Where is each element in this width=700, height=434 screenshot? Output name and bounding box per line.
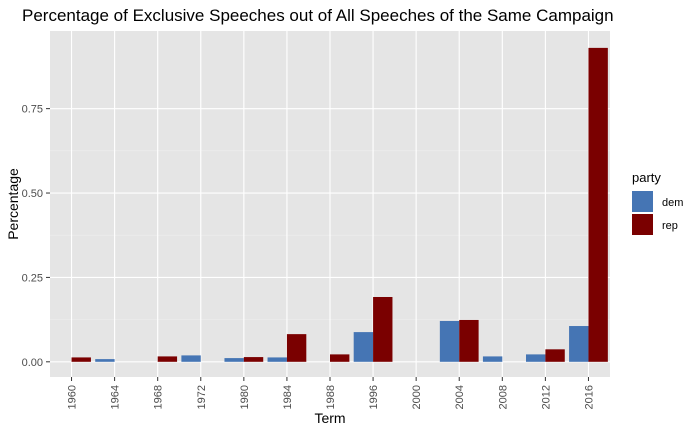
chart-title: Percentage of Exclusive Speeches out of … [22,6,614,25]
legend-title: party [632,170,661,185]
bar-dem-1980 [224,358,244,362]
x-tick-label: 2012 [540,385,552,409]
x-tick-label: 2016 [583,385,595,409]
y-tick-label: 0.50 [22,188,43,200]
x-tick-label: 1964 [110,385,122,409]
bar-dem-2008 [482,356,503,362]
bar-dem-1972 [181,355,201,362]
y-tick-label: 0.25 [22,272,43,284]
x-tick-label: 1980 [239,385,251,409]
legend-key-rep [632,214,653,235]
bar-dem-2012 [526,354,546,362]
legend-label-rep: rep [662,220,678,232]
bar-rep-1988 [330,354,350,362]
x-tick-label: 1972 [196,385,208,409]
x-axis: 1960 1964 1968 1972 1980 1984 1988 1996 2000 2004… [67,377,595,409]
bar-rep-2004 [459,319,479,362]
x-tick-label: 2004 [454,385,466,409]
y-axis: 0.00 0.25 0.50 0.75 [22,104,50,369]
bar-rep-1984 [286,334,307,362]
bars [71,47,608,362]
x-tick-label: 1984 [282,385,294,409]
x-tick-label: 1960 [67,385,79,409]
x-tick-label: 1968 [153,385,165,409]
bar-dem-1984 [267,357,287,362]
y-tick-label: 0.00 [22,357,43,369]
legend-label-dem: dem [662,197,683,209]
x-tick-label: 1996 [368,385,380,409]
x-tick-label: 1988 [325,385,337,409]
bar-rep-1968 [157,356,178,362]
legend-key-dem [632,191,653,212]
bar-dem-1964 [95,359,115,362]
bar-rep-1960 [71,357,91,362]
x-axis-title: Term [314,410,345,426]
bar-rep-1980 [243,357,264,362]
bar-dem-2016 [569,326,589,362]
y-tick-label: 0.75 [22,104,43,116]
bar-dem-2004 [439,320,460,362]
y-axis-title: Percentage [5,168,21,240]
x-tick-label: 2008 [497,385,509,409]
legend: party dem rep [632,170,683,235]
bar-rep-2012 [545,349,565,362]
bar-rep-1996 [373,296,393,362]
bar-rep-2016 [588,47,608,362]
x-tick-label: 2000 [411,385,423,409]
bar-dem-1996 [353,332,374,362]
